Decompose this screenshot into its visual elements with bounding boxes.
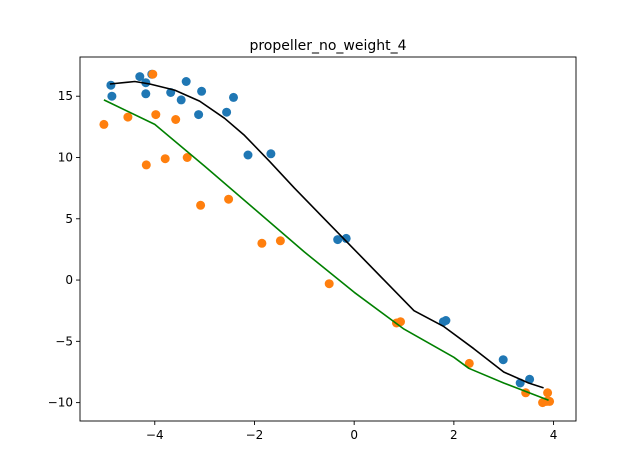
scatter-point — [275, 236, 285, 246]
plot-background — [80, 57, 576, 421]
scatter-point — [441, 316, 451, 325]
scatter-point — [148, 69, 158, 79]
scatter-point — [333, 235, 343, 245]
axes-frame — [79, 56, 577, 422]
scatter-point — [194, 110, 204, 120]
y-tick-label: 0 — [65, 273, 73, 287]
scatter-point — [171, 115, 181, 124]
scatter-point — [160, 154, 170, 164]
scatter-series-1 — [99, 69, 555, 408]
x-tick-label: 2 — [450, 428, 458, 442]
scatter-point — [243, 150, 253, 160]
axes-layer: −4 −2 0 2 4 −10 −5 0 5 10 15 — [48, 56, 577, 442]
y-tick-label: 10 — [58, 150, 73, 164]
series-line-1 — [103, 99, 549, 401]
y-tick-label: 5 — [65, 212, 73, 226]
scatter-point — [197, 86, 207, 96]
x-tick-label: 4 — [550, 428, 558, 442]
scatter-point — [464, 358, 474, 368]
scatter-point — [543, 388, 553, 398]
scatter-point — [141, 160, 151, 170]
scatter-point — [106, 80, 116, 90]
x-tick-label: −2 — [246, 428, 264, 442]
plot-area — [80, 57, 576, 421]
x-tick-label: −4 — [146, 428, 164, 442]
scatter-point — [135, 72, 145, 82]
y-tick-label: −10 — [48, 396, 73, 410]
x-tick-label: 0 — [350, 428, 358, 442]
scatter-point — [498, 355, 508, 365]
series-layer — [99, 69, 555, 408]
scatter-point — [176, 95, 186, 105]
scatter-point — [107, 91, 117, 101]
scatter-point — [123, 112, 133, 122]
scatter-point — [545, 396, 555, 406]
scatter-point — [229, 92, 238, 102]
scatter-point — [341, 233, 351, 243]
scatter-point — [266, 149, 276, 159]
y-tick-label: −5 — [55, 334, 73, 348]
scatter-point — [182, 153, 192, 162]
scatter-point — [181, 77, 191, 86]
y-tick-label: 15 — [58, 89, 73, 103]
scatter-point — [151, 110, 161, 120]
scatter-point — [324, 279, 334, 289]
scatter-point — [222, 107, 232, 117]
series-line-0 — [109, 80, 544, 389]
scatter-point — [525, 374, 535, 384]
chart-title: propeller_no_weight_4 — [249, 38, 406, 54]
scatter-point — [196, 200, 206, 210]
scatter-point — [99, 119, 109, 129]
scatter-point — [224, 194, 234, 204]
scatter-point — [141, 89, 151, 99]
scatter-point — [257, 238, 267, 248]
